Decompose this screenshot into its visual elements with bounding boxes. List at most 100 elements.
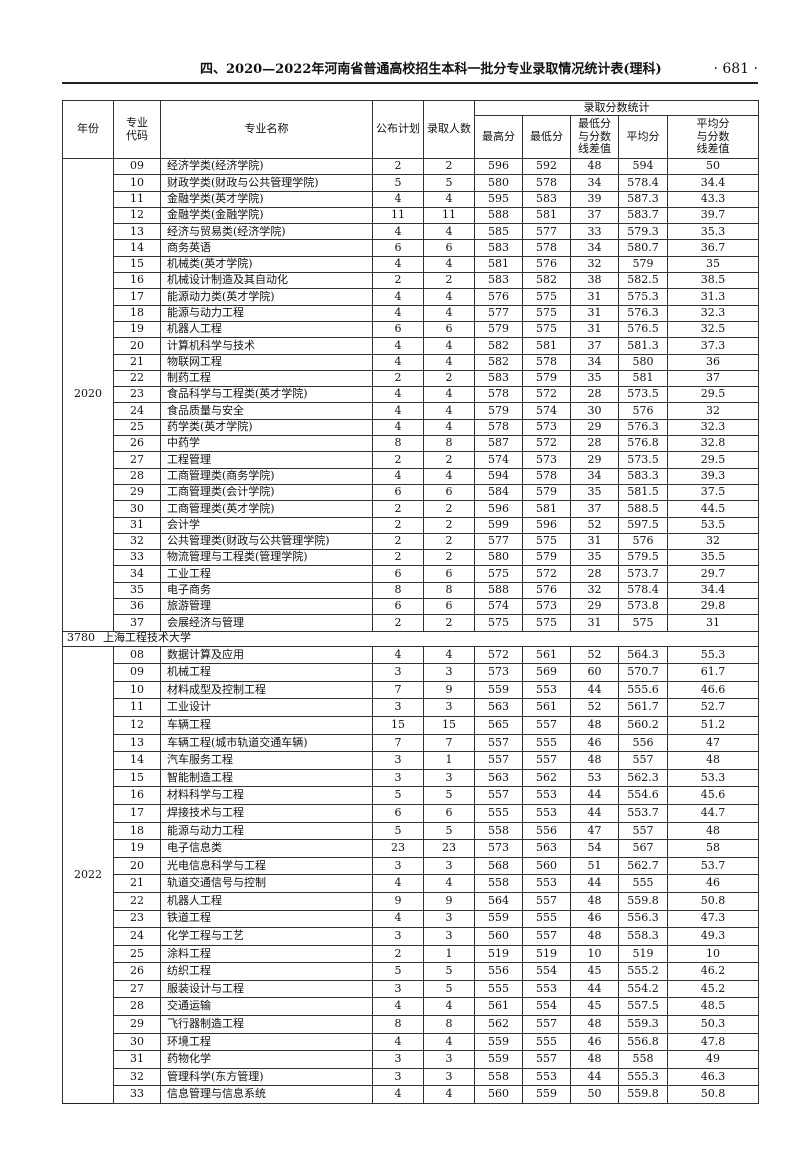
admitted-cell: 8 <box>423 1015 475 1034</box>
min-cell: 575 <box>522 532 571 551</box>
plan-cell: 7 <box>372 733 424 753</box>
table-row: 31 药物化学 3 3 559 557 48 558 49 <box>63 1050 760 1069</box>
avg-cell: 570.7 <box>618 663 668 682</box>
name-cell: 金融学类(英才学院) <box>160 190 373 208</box>
min-cell: 555 <box>522 733 571 753</box>
admitted-cell: 5 <box>423 979 475 999</box>
table-row: 13 经济与贸易类(经济学院) 4 4 585 577 33 579.3 35.3 <box>63 223 760 241</box>
avg-cell: 583.3 <box>618 467 668 485</box>
min-cell: 572 <box>522 386 571 404</box>
max-cell: 558 <box>474 874 523 893</box>
max-cell: 599 <box>474 516 523 534</box>
max-cell: 588 <box>474 581 523 600</box>
max-cell: 565 <box>474 715 523 735</box>
plan-cell: 8 <box>372 581 424 600</box>
plan-cell: 3 <box>372 698 424 717</box>
plan-cell: 8 <box>372 1015 424 1034</box>
name-cell: 电子信息类 <box>160 839 373 858</box>
min-cell: 583 <box>522 190 571 208</box>
admission-table: 年份 专业代码 专业名称 公布计划 录取人数 录取分数统计 最高分 最低分 最低… <box>61 100 760 1105</box>
code-cell: 35 <box>113 581 161 600</box>
code-cell: 13 <box>113 223 161 241</box>
admitted-cell: 15 <box>423 715 475 735</box>
name-cell: 铁道工程 <box>160 909 373 929</box>
avg-cell: 578.4 <box>618 174 668 192</box>
name-cell: 会计学 <box>160 516 373 534</box>
avg-diff-cell: 48 <box>666 821 760 841</box>
code-cell: 29 <box>113 483 161 502</box>
avg-cell: 576.8 <box>618 435 668 453</box>
code-cell: 28 <box>113 997 161 1017</box>
max-cell: 574 <box>474 451 523 469</box>
max-cell: 558 <box>474 1067 523 1087</box>
plan-cell: 2 <box>372 944 424 964</box>
table-row: 10 财政学类(财政与公共管理学院) 5 5 580 578 34 578.4 34.4 <box>63 174 760 192</box>
table-row: 24 化学工程与工艺 3 3 560 557 48 558.3 49.3 <box>63 927 760 946</box>
min-cell: 557 <box>522 1050 571 1069</box>
plan-cell: 4 <box>372 645 424 665</box>
plan-cell: 6 <box>372 320 424 339</box>
max-cell: 580 <box>474 549 523 567</box>
max-cell: 576 <box>474 288 523 306</box>
table-row: 31 会计学 2 2 599 596 52 597.5 53.5 <box>63 516 760 534</box>
name-cell: 食品科学与工程类(英才学院) <box>160 386 373 404</box>
avg-cell: 556.3 <box>618 909 668 929</box>
avg-diff-cell: 53.3 <box>666 768 760 788</box>
name-cell: 机械设计制造及其自动化 <box>160 272 373 290</box>
avg-diff-cell: 44.7 <box>666 803 760 823</box>
name-cell: 机械类(英才学院) <box>160 255 373 274</box>
min-cell: 581 <box>522 337 571 355</box>
min-diff-cell: 34 <box>570 239 619 257</box>
name-cell: 经济与贸易类(经济学院) <box>160 223 373 241</box>
avg-cell: 578.4 <box>618 581 668 600</box>
table-row: 34 工业工程 6 6 575 572 28 573.7 29.7 <box>63 565 760 583</box>
max-cell: 573 <box>474 663 523 682</box>
table-row: 12 金融学类(金融学院) 11 11 588 581 37 583.7 39.7 <box>63 206 760 225</box>
code-cell: 09 <box>113 157 161 176</box>
table-row: 20 计算机科学与技术 4 4 582 581 37 581.3 37.3 <box>63 337 760 355</box>
plan-cell: 4 <box>372 353 424 371</box>
name-cell: 轨道交通信号与控制 <box>160 874 373 893</box>
min-diff-cell: 45 <box>570 997 619 1017</box>
admitted-cell: 6 <box>423 239 475 257</box>
plan-cell: 6 <box>372 598 424 616</box>
admitted-cell: 4 <box>423 874 475 893</box>
code-cell: 24 <box>113 402 161 420</box>
admitted-cell: 6 <box>423 483 475 502</box>
plan-cell: 4 <box>372 402 424 420</box>
table-row: 18 能源与动力工程 5 5 558 556 47 557 48 <box>63 821 760 841</box>
avg-cell: 564.3 <box>618 645 668 665</box>
min-diff-cell: 52 <box>570 698 619 717</box>
admitted-cell: 3 <box>423 909 475 929</box>
avg-diff-cell: 55.3 <box>666 645 760 665</box>
code-cell: 15 <box>113 255 161 274</box>
admitted-cell: 6 <box>423 565 475 583</box>
table-row: 30 环境工程 4 4 559 555 46 556.8 47.8 <box>63 1032 760 1052</box>
name-cell: 环境工程 <box>160 1032 373 1052</box>
min-cell: 553 <box>522 680 571 700</box>
avg-cell: 558 <box>618 1050 668 1069</box>
max-cell: 555 <box>474 803 523 823</box>
max-cell: 583 <box>474 239 523 257</box>
min-diff-cell: 46 <box>570 1032 619 1052</box>
avg-diff-cell: 50.3 <box>666 1015 760 1034</box>
min-cell: 581 <box>522 500 571 518</box>
max-cell: 561 <box>474 997 523 1017</box>
plan-cell: 2 <box>372 614 424 632</box>
max-cell: 559 <box>474 909 523 929</box>
plan-cell: 4 <box>372 1032 424 1052</box>
avg-diff-cell: 46.2 <box>666 962 760 981</box>
plan-cell: 2 <box>372 532 424 551</box>
avg-cell: 557.5 <box>618 997 668 1017</box>
name-cell: 工程管理 <box>160 451 373 469</box>
min-diff-cell: 33 <box>570 223 619 241</box>
min-cell: 553 <box>522 803 571 823</box>
plan-cell: 6 <box>372 803 424 823</box>
admitted-cell: 3 <box>423 698 475 717</box>
min-cell: 573 <box>522 451 571 469</box>
plan-cell: 3 <box>372 927 424 946</box>
table-row: 16 材料科学与工程 5 5 557 553 44 554.6 45.6 <box>63 786 760 805</box>
code-cell: 25 <box>113 418 161 437</box>
code-cell: 24 <box>113 927 161 946</box>
avg-cell: 559.3 <box>618 1015 668 1034</box>
